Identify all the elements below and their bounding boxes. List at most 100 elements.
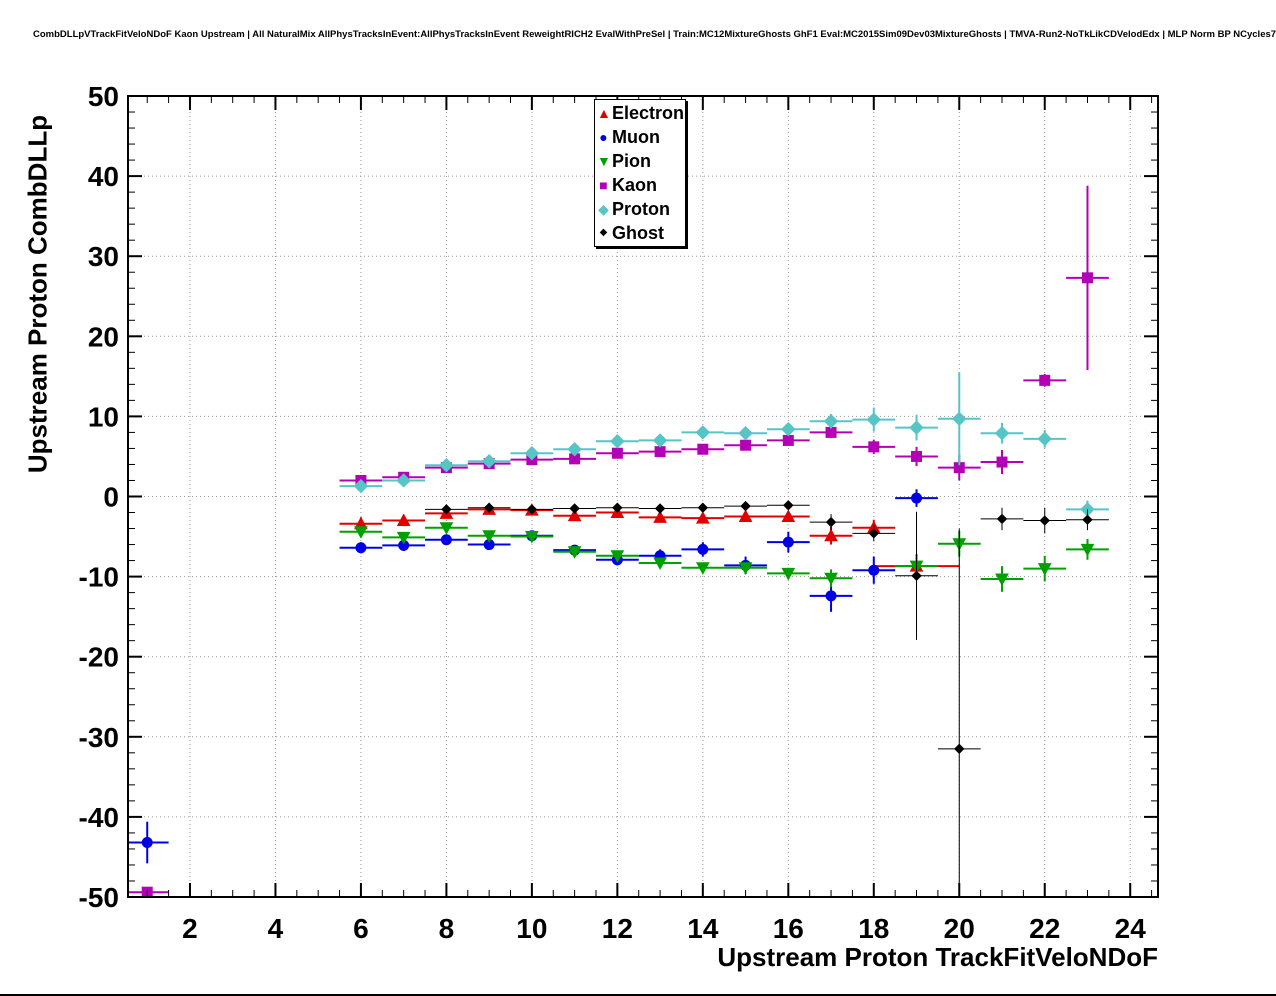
data-point: [1082, 514, 1093, 525]
data-point: [654, 446, 666, 458]
legend-item-kaon: ■ Kaon: [595, 173, 685, 197]
data-point: [824, 528, 838, 542]
data-point: [697, 502, 709, 513]
data-point: [781, 422, 796, 437]
data-point: [823, 413, 839, 429]
kaon-marker-icon: ■: [599, 177, 608, 193]
data-point: [909, 420, 924, 435]
data-point: [354, 526, 368, 539]
data-point: [952, 411, 967, 427]
legend-label-pion: Pion: [612, 150, 651, 171]
data-point: [567, 508, 582, 522]
data-point: [441, 504, 452, 515]
data-point: [653, 557, 667, 571]
y-tick-label: -40: [79, 802, 119, 833]
data-point: [652, 433, 668, 448]
data-point: [1037, 563, 1052, 576]
data-point: [612, 502, 623, 513]
y-tick-label: 20: [88, 321, 119, 352]
data-point: [911, 492, 923, 504]
data-point: [1081, 272, 1093, 284]
y-tick-label: 50: [88, 81, 119, 112]
data-point: [396, 531, 411, 545]
x-tick-label: 24: [1115, 913, 1147, 944]
data-point: [611, 447, 623, 459]
x-tick-label: 20: [944, 913, 975, 944]
legend-label-proton: Proton: [612, 198, 670, 219]
data-point: [781, 567, 796, 581]
legend-label-kaon: Kaon: [612, 174, 657, 195]
y-tick-label: -50: [79, 882, 119, 913]
data-point: [569, 503, 580, 514]
data-point: [868, 564, 880, 576]
data-point: [695, 511, 710, 524]
data-point: [868, 441, 880, 453]
plot-title: CombDLLpVTrackFitVeloNDoF Kaon Upstream …: [33, 29, 1276, 40]
data-point: [654, 503, 666, 514]
data-point: [1039, 515, 1050, 526]
data-point: [567, 546, 582, 559]
data-point: [781, 509, 796, 523]
data-point: [994, 426, 1010, 441]
x-tick-label: 2: [182, 913, 198, 944]
x-tick-label: 4: [268, 913, 284, 944]
data-point: [439, 522, 454, 535]
y-tick-label: -30: [79, 722, 119, 753]
y-tick-label: 40: [88, 161, 119, 192]
data-point: [483, 502, 495, 513]
data-point: [782, 434, 794, 446]
legend-label-muon: Muon: [612, 126, 660, 147]
data-point: [995, 573, 1009, 587]
data-point: [697, 443, 709, 455]
data-point: [738, 426, 753, 441]
data-point: [738, 509, 753, 523]
data-point: [653, 510, 667, 523]
x-tick-label: 14: [687, 913, 719, 944]
series-electron: [339, 502, 960, 579]
x-tick-label: 18: [858, 913, 889, 944]
x-tick-label: 8: [439, 913, 455, 944]
data-point: [439, 458, 454, 473]
data-point: [610, 434, 625, 449]
pion-marker-icon: ▼: [597, 153, 611, 169]
muon-marker-icon: ●: [599, 129, 608, 145]
data-point: [866, 412, 881, 427]
series-layer: [128, 185, 1109, 897]
data-point: [1039, 374, 1051, 386]
x-tick-label: 10: [516, 913, 547, 944]
data-point: [783, 500, 794, 511]
x-tick-label: 16: [773, 913, 804, 944]
series-pion: [339, 522, 1109, 592]
legend-label-ghost: Ghost: [612, 222, 664, 243]
x-tick-label: 12: [602, 913, 633, 944]
data-point: [954, 743, 965, 755]
data-point: [610, 550, 625, 563]
data-point: [481, 454, 497, 469]
data-point: [524, 446, 540, 461]
electron-marker-icon: ▲: [597, 105, 611, 121]
data-point: [868, 528, 879, 539]
legend-item-ghost: ◆ Ghost: [595, 221, 685, 245]
y-tick-label: -20: [79, 642, 119, 673]
y-tick-label: 0: [103, 482, 119, 513]
data-point: [825, 590, 837, 602]
data-point: [740, 500, 751, 512]
data-point: [526, 504, 538, 515]
data-point: [996, 456, 1008, 468]
x-tick-label: 6: [353, 913, 369, 944]
legend-item-muon: ● Muon: [595, 125, 685, 149]
data-point: [1080, 543, 1095, 557]
y-tick-label: 10: [88, 401, 119, 432]
data-point: [1037, 431, 1052, 447]
series-proton: [339, 372, 1109, 519]
data-point: [697, 543, 709, 555]
legend-label-electron: Electron: [612, 102, 685, 123]
legend: ▲ Electron ● Muon ▼ Pion ■ Kaon ◆ Proton…: [594, 99, 686, 247]
x-tick-label: 22: [1029, 913, 1060, 944]
y-tick-label: -10: [79, 562, 119, 593]
data-point: [525, 531, 539, 544]
data-point: [440, 534, 452, 546]
axis-ticks: [128, 96, 1158, 897]
